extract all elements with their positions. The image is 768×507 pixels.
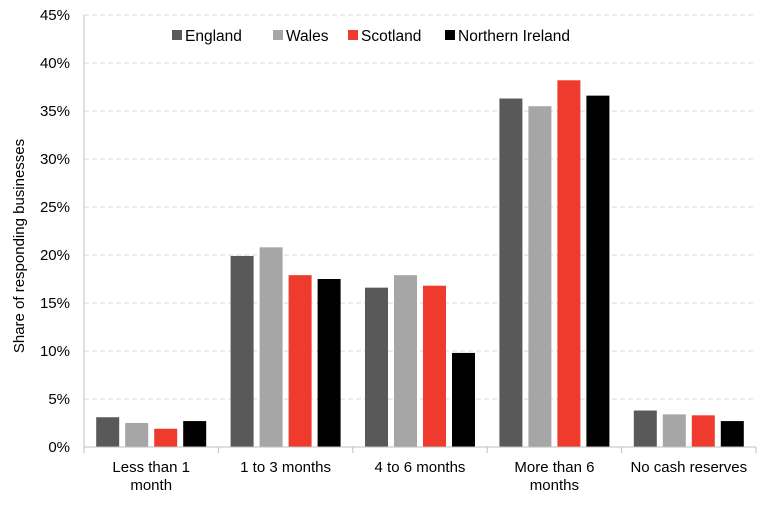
bar-england bbox=[365, 287, 388, 447]
bar-scotland bbox=[154, 428, 178, 447]
y-tick-label: 10% bbox=[40, 343, 70, 360]
bar-england bbox=[230, 255, 254, 447]
legend-label: Northern Ireland bbox=[458, 28, 570, 45]
y-tick-labels: 0% 5% 10% 15% 20% 25% 30% 35% 40% 45% bbox=[40, 7, 70, 456]
y-tick-label: 20% bbox=[40, 247, 70, 264]
y-tick-label: 30% bbox=[40, 151, 70, 168]
bar-northern-ireland bbox=[317, 279, 341, 447]
x-tick-label: More than 6 months bbox=[514, 459, 594, 494]
axes bbox=[83, 15, 757, 453]
legend-swatch bbox=[273, 30, 283, 40]
gridlines bbox=[84, 14, 756, 400]
legend-label: Wales bbox=[286, 28, 329, 45]
x-tick-label: Less than 1 month bbox=[112, 459, 190, 494]
y-tick-label: 25% bbox=[40, 199, 70, 216]
bar-wales bbox=[259, 247, 283, 447]
x-tick-label: 1 to 3 months bbox=[240, 459, 331, 476]
y-axis-label: Share of responding businesses bbox=[11, 139, 28, 353]
legend: England Wales Scotland Northern Ireland bbox=[172, 28, 570, 45]
bar-wales bbox=[394, 275, 417, 447]
x-tick-label: 4 to 6 months bbox=[375, 459, 466, 476]
y-tick-label: 0% bbox=[48, 439, 70, 456]
x-tick-labels: Less than 1 month 1 to 3 months 4 to 6 mont… bbox=[112, 459, 747, 494]
y-tick-label: 45% bbox=[40, 7, 70, 24]
legend-swatch bbox=[348, 30, 358, 40]
bar-england bbox=[499, 98, 523, 448]
bar-northern-ireland bbox=[452, 352, 475, 447]
legend-label: Scotland bbox=[361, 28, 421, 45]
bar-wales bbox=[528, 106, 552, 447]
bars bbox=[96, 80, 744, 448]
bar-scotland bbox=[288, 275, 312, 447]
legend-label: England bbox=[185, 28, 242, 45]
bar-scotland bbox=[691, 415, 715, 447]
bar-england bbox=[96, 417, 120, 447]
bar-northern-ireland bbox=[720, 421, 744, 447]
bar-scotland bbox=[557, 80, 581, 447]
y-tick-label: 35% bbox=[40, 103, 70, 120]
bar-northern-ireland bbox=[183, 421, 207, 447]
bar-wales bbox=[662, 414, 686, 447]
y-tick-label: 5% bbox=[48, 391, 70, 408]
legend-swatch bbox=[172, 30, 182, 40]
legend-swatch bbox=[445, 30, 455, 40]
y-tick-label: 15% bbox=[40, 295, 70, 312]
y-tick-label: 40% bbox=[40, 55, 70, 72]
x-tick-label: No cash reserves bbox=[630, 459, 747, 476]
bar-wales bbox=[125, 423, 149, 447]
bar-northern-ireland bbox=[586, 95, 610, 447]
bar-scotland bbox=[423, 285, 446, 447]
bar-england bbox=[633, 410, 657, 447]
